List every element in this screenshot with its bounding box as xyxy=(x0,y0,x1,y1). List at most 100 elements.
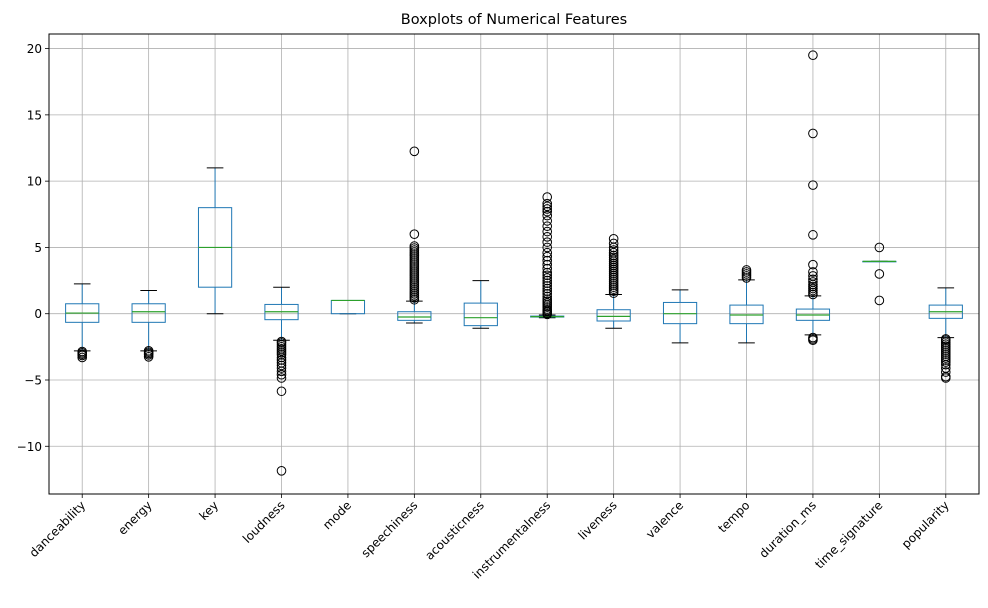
outlier-point xyxy=(276,355,287,365)
outlier-point xyxy=(542,251,553,262)
outlier-point xyxy=(608,250,619,261)
outlier-point xyxy=(608,247,619,258)
outlier-point xyxy=(409,146,420,157)
y-tick-label: 15 xyxy=(27,108,42,122)
iqr-box xyxy=(397,311,432,321)
outlier-point xyxy=(542,210,553,221)
outlier-point xyxy=(874,242,885,253)
y-tick-label: −5 xyxy=(24,373,42,387)
x-tick-label: loudness xyxy=(240,498,288,546)
outlier-point xyxy=(542,221,553,232)
box-key xyxy=(197,167,233,315)
x-tick-label: liveness xyxy=(575,498,619,542)
x-tick-label: tempo xyxy=(715,498,752,535)
outlier-point xyxy=(542,255,553,266)
box-liveness xyxy=(596,234,631,329)
y-tick-label: 10 xyxy=(27,175,42,189)
outlier-point xyxy=(409,241,420,251)
outlier-point xyxy=(542,259,553,270)
outlier-point xyxy=(608,245,619,255)
outlier-point xyxy=(808,230,818,240)
x-tick-label: mode xyxy=(320,498,354,532)
iqr-box xyxy=(131,303,166,323)
outlier-point xyxy=(940,367,951,377)
outlier-point xyxy=(542,289,553,299)
box-energy xyxy=(131,290,166,362)
outlier-point xyxy=(276,360,287,371)
outlier-point xyxy=(276,386,287,397)
outlier-point xyxy=(808,267,818,277)
y-tick-label: −10 xyxy=(17,440,42,454)
x-tick-label: key xyxy=(196,498,221,523)
x-tick-label: time_signature xyxy=(812,498,885,571)
outlier-point xyxy=(542,270,553,281)
outlier-point xyxy=(808,335,818,346)
iqr-box xyxy=(662,301,698,325)
outlier-point xyxy=(808,274,818,285)
box-valence xyxy=(662,289,698,344)
outlier-point xyxy=(808,259,818,270)
box-instrumentalness xyxy=(530,192,565,320)
x-tick-label: duration_ms xyxy=(757,498,820,561)
outlier-point xyxy=(542,273,553,283)
y-tick-label: 0 xyxy=(34,307,42,321)
iqr-box xyxy=(729,304,764,325)
outlier-point xyxy=(874,269,885,279)
outlier-point xyxy=(874,295,885,306)
outlier-point xyxy=(542,192,553,202)
outlier-point xyxy=(276,369,287,380)
outlier-point xyxy=(276,366,287,377)
outlier-point xyxy=(77,352,88,363)
outlier-point xyxy=(940,359,951,370)
outlier-point xyxy=(409,229,420,239)
outlier-point xyxy=(542,281,553,291)
grid-lines xyxy=(49,34,979,494)
outlier-point xyxy=(542,275,553,286)
plot-frame xyxy=(48,33,980,495)
outlier-point xyxy=(542,232,553,242)
x-tick-label: danceability xyxy=(27,498,89,560)
box-layer xyxy=(65,50,963,476)
box-loudness xyxy=(264,286,299,476)
outlier-point xyxy=(542,294,553,304)
x-tick-label: popularity xyxy=(899,498,952,551)
outlier-point xyxy=(542,226,553,237)
outlier-point xyxy=(143,351,154,362)
iqr-box xyxy=(463,302,498,327)
box-speechiness xyxy=(397,146,432,324)
outlier-point xyxy=(808,277,818,287)
y-tick-label: 5 xyxy=(34,241,42,255)
outlier-point xyxy=(542,263,553,274)
chart-title: Boxplots of Numerical Features xyxy=(401,12,627,28)
outlier-point xyxy=(542,247,553,258)
outlier-point xyxy=(276,352,287,363)
outlier-point xyxy=(542,204,553,214)
outlier-point xyxy=(542,286,553,296)
outlier-point xyxy=(276,466,287,476)
box-acousticness xyxy=(463,280,498,329)
outlier-point xyxy=(940,357,951,367)
box-time-signature xyxy=(862,242,897,306)
outlier-point xyxy=(276,350,287,360)
box-popularity xyxy=(928,287,963,383)
outlier-point xyxy=(276,373,287,383)
outlier-point xyxy=(808,50,818,61)
outlier-point xyxy=(542,242,553,253)
box-tempo xyxy=(729,265,764,344)
outlier-point xyxy=(276,363,287,373)
outlier-point xyxy=(542,278,553,289)
x-tick-label: acousticness xyxy=(422,498,487,563)
outlier-point xyxy=(940,373,951,383)
box-mode xyxy=(330,299,366,315)
outlier-point xyxy=(542,201,553,212)
iqr-box xyxy=(596,309,631,322)
outlier-point xyxy=(808,180,818,190)
outlier-point xyxy=(542,198,553,209)
outlier-point xyxy=(608,238,619,249)
y-tick-label: 20 xyxy=(27,42,42,56)
outlier-point xyxy=(808,128,818,139)
outlier-point xyxy=(741,265,752,275)
outlier-point xyxy=(808,271,818,281)
outlier-point xyxy=(608,234,619,244)
outlier-point xyxy=(542,267,553,278)
